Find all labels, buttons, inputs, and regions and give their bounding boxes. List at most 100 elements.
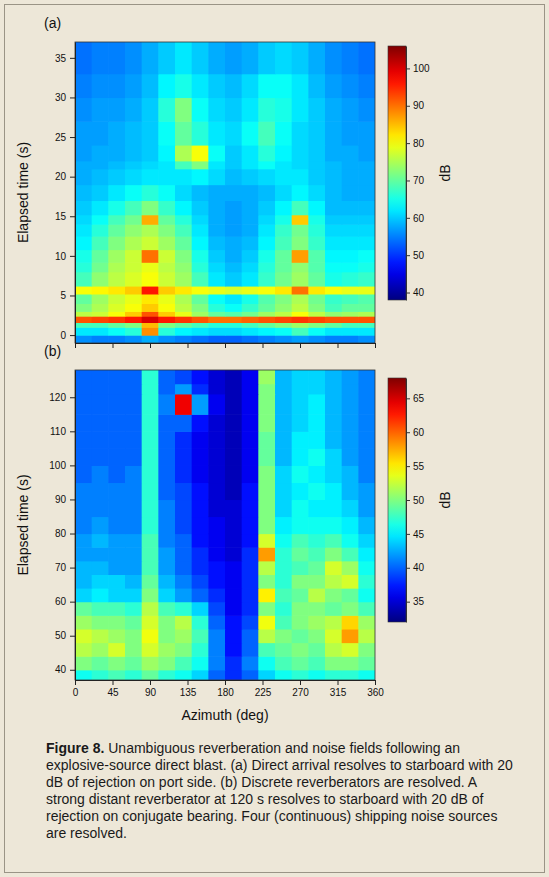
heatmap-cell [108, 629, 125, 643]
heatmap-cell [192, 303, 209, 312]
heatmap-cell [142, 370, 159, 384]
heatmap-cell [92, 643, 109, 657]
heatmap-cell [192, 97, 209, 121]
y-tick: 90 [55, 494, 75, 505]
heatmap-cell [325, 169, 342, 185]
heatmap-cell [192, 236, 209, 250]
heatmap-cell [358, 499, 375, 517]
heatmap-cell [75, 311, 92, 316]
heatmap-cell [358, 250, 375, 263]
heatmap-cell [142, 394, 159, 415]
heatmap-cell [75, 200, 92, 215]
heatmap-cell [192, 670, 209, 680]
y-tick-mark [70, 137, 75, 138]
heatmap-cell [75, 303, 92, 312]
heatmap-cell [92, 294, 109, 304]
heatmap-cell [92, 316, 109, 323]
heatmap-cell [208, 250, 225, 263]
heatmap-cell [258, 97, 275, 121]
y-tick-label: 120 [49, 392, 66, 403]
heatmap-cell [358, 465, 375, 483]
heatmap-cell [208, 121, 225, 145]
heatmap-cell [175, 482, 192, 500]
heatmap-cell [258, 394, 275, 415]
x-tick-mark [263, 343, 264, 348]
heatmap-cell [225, 629, 242, 643]
heatmap-cell [92, 431, 109, 449]
x-tick [375, 343, 376, 348]
heatmap-cell [325, 74, 342, 98]
heatmap-cell [325, 482, 342, 500]
heatmap-cell [75, 169, 92, 185]
heatmap-cell [208, 236, 225, 250]
heatmap-cell [292, 574, 309, 588]
heatmap-cell [142, 629, 159, 643]
heatmap-cell [242, 224, 259, 236]
colorbar-tick-mark [406, 68, 410, 69]
heatmap-cell [75, 574, 92, 588]
heatmap-cell [92, 588, 109, 602]
heatmap-cell [242, 262, 259, 272]
colorbar-tick-mark [406, 218, 410, 219]
heatmap-cell [75, 185, 92, 201]
heatmap-cell [275, 547, 292, 561]
heatmap-cell [108, 602, 125, 616]
colorbar-axis-line [406, 47, 407, 301]
heatmap-cell [242, 311, 259, 316]
heatmap-cell [342, 465, 359, 483]
heatmap-cell [258, 465, 275, 483]
heatmap-cell [158, 250, 175, 263]
heatmap-cell [192, 615, 209, 629]
heatmap-cell [92, 286, 109, 295]
y-axis: 405060708090100110120 [49, 371, 75, 681]
heatmap-cell [225, 656, 242, 670]
heatmap-cell [75, 42, 92, 74]
heatmap-cell [358, 670, 375, 680]
heatmap-cell [108, 656, 125, 670]
heatmap-cell [142, 272, 159, 287]
heatmap-cell [225, 643, 242, 657]
heatmap-cell [92, 384, 109, 395]
heatmap-cell [258, 670, 275, 680]
heatmap-cell [308, 384, 325, 395]
heatmap-cell [92, 161, 109, 170]
x-tick-mark [75, 680, 76, 685]
heatmap-cell [358, 215, 375, 225]
heatmap-cell [125, 656, 142, 670]
heatmap-cell [75, 431, 92, 449]
heatmap-cell [142, 414, 159, 432]
heatmap-cell [358, 656, 375, 670]
heatmap-cell [292, 656, 309, 670]
heatmap-cell [108, 670, 125, 680]
background [0, 0, 549, 877]
heatmap-cell [292, 370, 309, 384]
x-tick-mark [338, 343, 339, 348]
caption-space [104, 740, 108, 756]
heatmap-cell [92, 448, 109, 466]
heatmap-cell [225, 74, 242, 98]
heatmap-cell [325, 431, 342, 449]
heatmap-cell [125, 394, 142, 415]
caption: Figure 8. Unambiguous reverberation and … [46, 740, 516, 842]
heatmap-cell [258, 561, 275, 575]
heatmap-cell [242, 448, 259, 466]
heatmap-cell [325, 384, 342, 395]
heatmap-cell [158, 656, 175, 670]
x-tick-mark [225, 680, 226, 685]
heatmap-cell [208, 316, 225, 323]
heatmap-cell [92, 169, 109, 185]
heatmap-cell [192, 286, 209, 295]
colorbar-tick: 50 [406, 250, 425, 261]
heatmap-cell [75, 629, 92, 643]
heatmap-cell [175, 574, 192, 588]
heatmap-cell [358, 643, 375, 657]
heatmap-cell [75, 236, 92, 250]
heatmap-cell [258, 145, 275, 161]
heatmap-cell [358, 482, 375, 500]
heatmap-cell [192, 335, 209, 343]
heatmap-cell [325, 97, 342, 121]
colorbar-tick-label: 70 [413, 175, 425, 186]
heatmap-cell [175, 414, 192, 432]
heatmap-cell [125, 384, 142, 395]
heatmap-cell [308, 215, 325, 225]
